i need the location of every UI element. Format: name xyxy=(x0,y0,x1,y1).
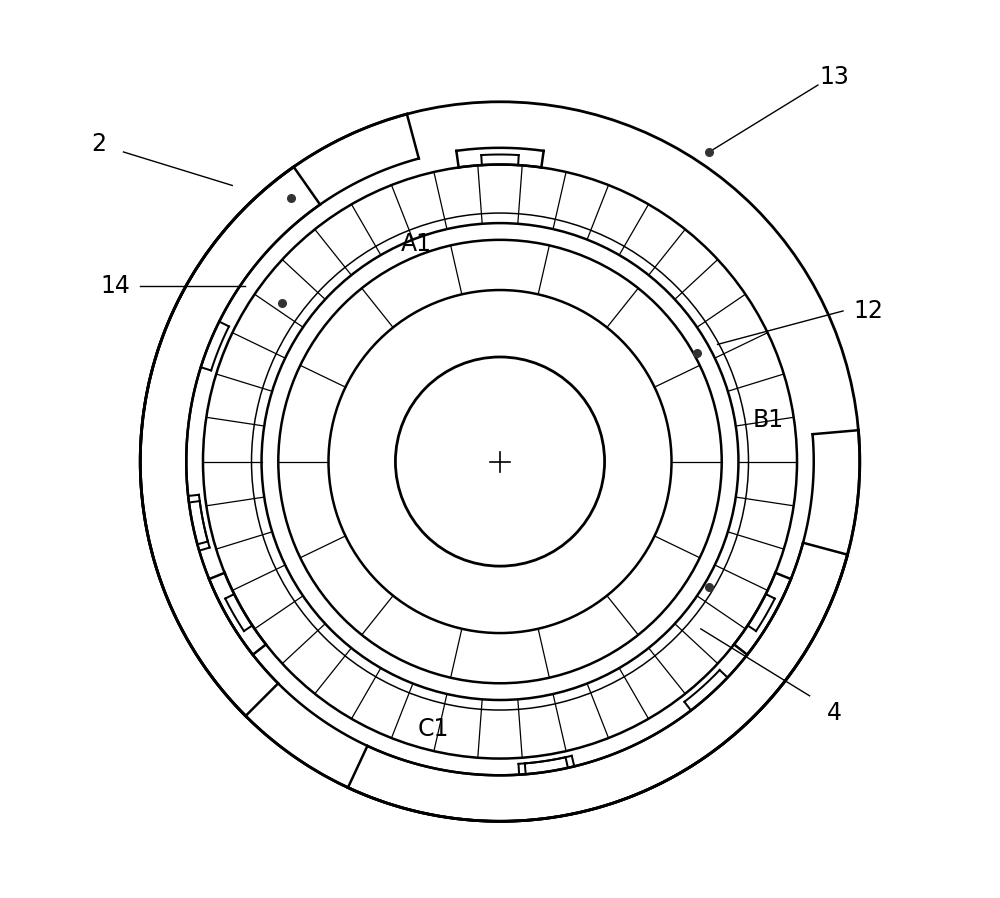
Text: B1: B1 xyxy=(752,408,783,432)
Text: 4: 4 xyxy=(827,700,842,725)
Text: 2: 2 xyxy=(91,132,106,155)
Text: 14: 14 xyxy=(100,274,130,298)
Text: C1: C1 xyxy=(417,718,449,741)
Text: 12: 12 xyxy=(853,299,883,323)
Text: 13: 13 xyxy=(820,65,850,89)
Text: A1: A1 xyxy=(401,232,432,256)
